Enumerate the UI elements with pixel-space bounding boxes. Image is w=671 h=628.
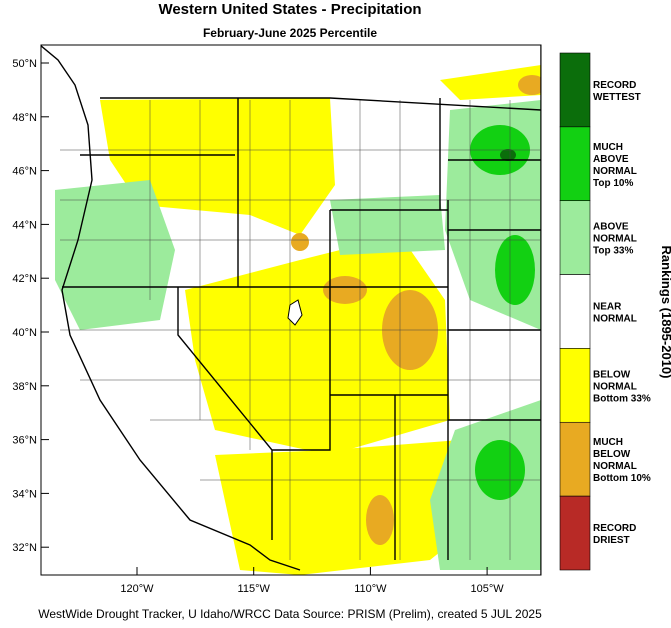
legend-label: NORMAL [593,234,637,245]
legend-label: RECORD [593,523,636,534]
legend-label: DRIEST [593,535,630,546]
legend-label: Bottom 33% [593,393,651,404]
legend-label: RECORD [593,80,636,91]
legend-swatch [559,274,591,349]
legend-label: NORMAL [593,381,637,392]
lake [287,299,303,326]
legend-label: BELOW [593,449,631,460]
very-dry-area [323,276,367,304]
dry-area [100,98,335,235]
map [40,44,542,576]
legend-label: NEAR [593,302,622,313]
very-dry-area [291,233,309,251]
state-borders [62,45,541,575]
wet-area [55,180,175,330]
lon-tick-label: 115°W [238,583,271,595]
legend-label: Top 33% [593,246,633,257]
very-dry-area [366,495,394,545]
lon-tick-label: 110°W [354,583,387,595]
wet-area [330,195,445,255]
very-dry-area [518,75,541,95]
legend-title: Rankings (1895-2010) [659,246,671,379]
lon-tick-label: 120°W [120,583,154,595]
subtitle: February-June 2025 Percentile [203,26,377,40]
lat-tick-label: 44°N [12,219,37,231]
lat-tick-label: 50°N [12,58,37,70]
dry-area [440,65,541,100]
legend-label: NORMAL [593,166,637,177]
record-wet-area [500,149,516,161]
legend-label: MUCH [593,142,623,153]
footer: WestWide Drought Tracker, U Idaho/WRCC D… [38,607,542,621]
legend-label: WETTEST [593,92,641,103]
legend-swatch [559,52,591,128]
legend-label: MUCH [593,437,623,448]
legend-label: ABOVE [593,154,629,165]
lat-tick-label: 42°N [12,273,37,285]
very-wet-area [475,440,525,500]
title: Western United States - Precipitation [158,1,421,18]
dry-area [185,235,450,455]
legend-label: Bottom 10% [593,473,651,484]
legend-swatch [559,495,591,571]
legend-label: ABOVE [593,222,629,233]
dry-area [215,440,480,575]
lat-tick-label: 46°N [12,166,37,178]
lat-tick-label: 38°N [12,381,37,393]
legend-swatch [559,200,591,275]
lat-tick-label: 36°N [12,435,37,447]
axis-ticks: 50°N 48°N 46°N 44°N 42°N 40°N 38°N 36°N 34°N 32°N… [12,58,504,595]
lat-tick-label: 40°N [12,327,37,339]
legend-swatch [559,421,591,497]
lon-tick-label: 105°W [471,583,505,595]
legend-label: NORMAL [593,314,637,325]
legend-swatch [559,126,591,202]
coastline [41,45,301,571]
lat-tick-label: 32°N [12,542,37,554]
legend-label: Top 10% [593,178,633,189]
very-wet-area [495,235,535,305]
map-frame [40,44,542,576]
legend-swatch [559,348,591,423]
lat-tick-label: 48°N [12,112,37,124]
legend-label: NORMAL [593,461,637,472]
border [100,97,541,111]
legend-label: BELOW [593,369,631,380]
lat-tick-label: 34°N [12,488,37,500]
